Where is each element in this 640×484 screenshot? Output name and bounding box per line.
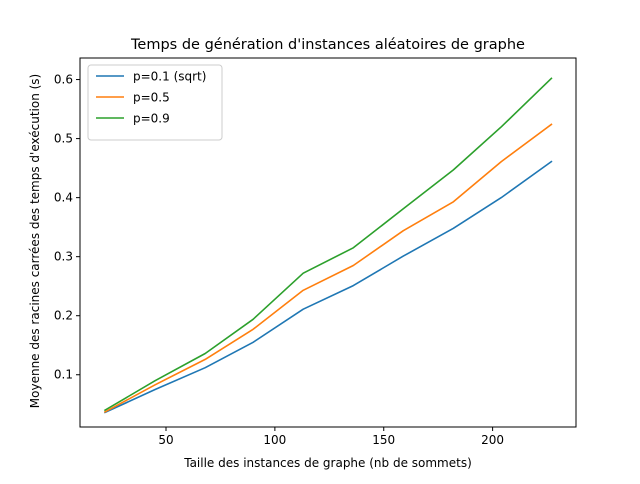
legend: p=0.1 (sqrt) p=0.5 p=0.9 [87, 64, 223, 141]
legend-label-2: p=0.5 [133, 91, 170, 105]
y-tick-label: 0.6 [54, 73, 73, 87]
y-tick-label: 0.2 [54, 309, 73, 323]
y-axis-label: Moyenne des racines carrées des temps d'… [28, 74, 42, 408]
series-line-2 [103, 123, 553, 413]
series-line-3 [103, 77, 553, 412]
axes-layer: 50 100 150 200 0.1 0.2 0.3 0.4 0.5 0.6 [54, 57, 577, 447]
x-axis-label: Taille des instances de graphe (nb de so… [183, 456, 472, 470]
legend-box [87, 64, 223, 141]
y-tick-label: 0.4 [54, 191, 73, 205]
x-tick-label: 100 [263, 433, 286, 447]
legend-label-3: p=0.9 [133, 112, 170, 126]
series-layer [103, 77, 553, 414]
x-tick-label: 50 [158, 433, 173, 447]
chart-title: Temps de génération d'instances aléatoir… [130, 37, 525, 53]
x-tick-label: 150 [372, 433, 395, 447]
axes-frame [79, 57, 577, 428]
legend-label-1: p=0.1 (sqrt) [133, 70, 206, 84]
x-tick-label: 200 [481, 433, 504, 447]
y-tick-label: 0.5 [54, 132, 73, 146]
series-line-1 [103, 160, 553, 414]
y-tick-label: 0.3 [54, 250, 73, 264]
y-tick-label: 0.1 [54, 368, 73, 382]
